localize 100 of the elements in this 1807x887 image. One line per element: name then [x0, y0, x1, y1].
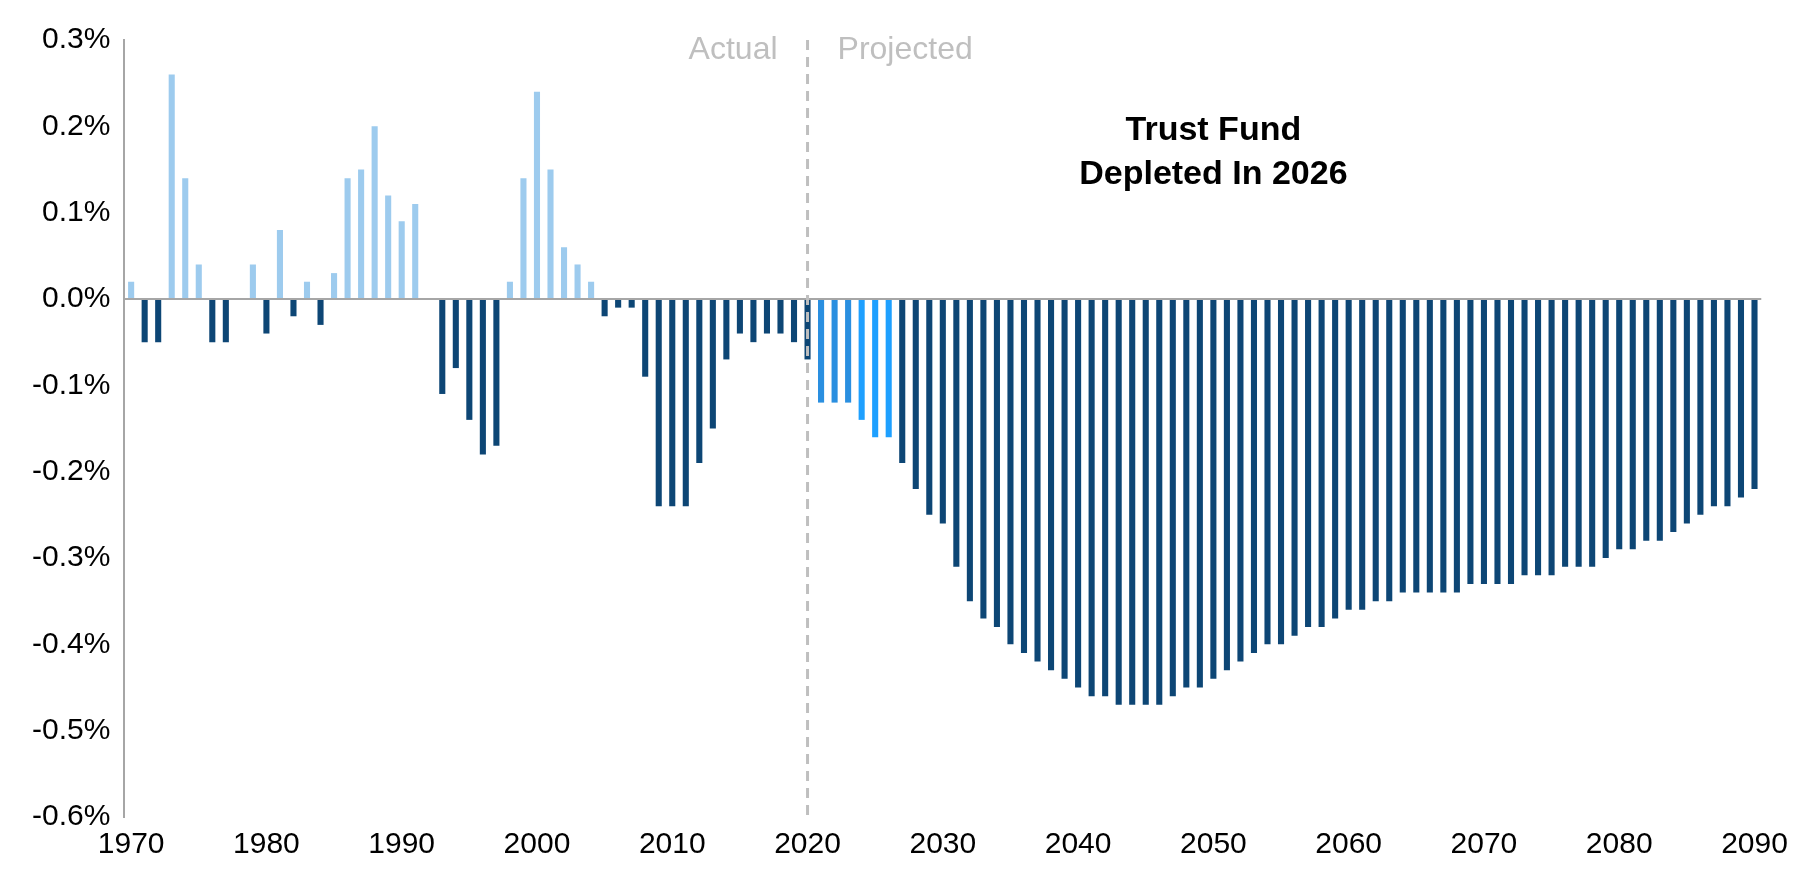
bar	[845, 299, 852, 403]
bar	[750, 299, 757, 343]
bar	[858, 299, 865, 420]
bar	[588, 281, 595, 299]
bar	[1426, 299, 1433, 593]
bar	[141, 299, 148, 343]
bar	[479, 299, 486, 455]
bar	[1075, 299, 1082, 688]
bar	[1034, 299, 1041, 662]
bar	[1386, 299, 1393, 602]
y-tick-label: 0.0%	[41, 280, 111, 314]
bar	[1751, 299, 1758, 489]
annotation: Projected	[837, 29, 973, 66]
y-tick-label: -0.5%	[31, 711, 111, 745]
bar	[209, 299, 216, 343]
bar	[1507, 299, 1515, 584]
bar	[966, 299, 973, 602]
bar	[1345, 299, 1352, 610]
bar	[899, 299, 906, 464]
bar	[1359, 299, 1366, 610]
bar	[466, 299, 473, 420]
bar	[763, 299, 770, 334]
bar	[1440, 299, 1447, 593]
x-tick-label: 2000	[503, 826, 571, 860]
x-tick-label: 2030	[909, 826, 977, 860]
bar	[344, 178, 351, 299]
bar	[1562, 299, 1569, 567]
y-tick-label: 0.1%	[41, 193, 111, 227]
bar	[1061, 299, 1068, 679]
bar	[1521, 299, 1528, 576]
bar	[1264, 299, 1271, 645]
y-tick-label: -0.2%	[31, 452, 111, 486]
bar	[1710, 299, 1717, 507]
bar	[493, 299, 500, 446]
bar	[628, 299, 635, 308]
bar	[1169, 299, 1176, 697]
x-tick-label: 2010	[638, 826, 706, 860]
bar	[1697, 299, 1704, 515]
bar	[168, 74, 175, 299]
bar	[452, 299, 459, 369]
bar	[1156, 299, 1163, 705]
bar	[263, 299, 270, 334]
bar	[993, 299, 1000, 628]
y-tick-label: -0.3%	[31, 539, 111, 573]
bar	[1210, 299, 1217, 679]
bar	[1088, 299, 1095, 697]
bar	[195, 264, 202, 299]
bar	[1318, 299, 1325, 628]
x-tick-label: 2060	[1315, 826, 1383, 860]
bar	[1115, 299, 1122, 705]
bar	[1494, 299, 1501, 584]
bar	[533, 91, 541, 299]
bar	[182, 178, 189, 299]
bar	[790, 299, 798, 343]
bar	[1589, 299, 1596, 567]
bar	[831, 299, 838, 403]
bar	[1332, 299, 1339, 619]
bar	[506, 281, 513, 299]
bar	[1548, 299, 1555, 576]
annotation: Trust Fund Depleted In 2026	[1079, 108, 1348, 191]
x-tick-label: 2050	[1180, 826, 1247, 860]
bar	[1223, 299, 1230, 671]
bar	[709, 299, 716, 429]
bar	[1399, 299, 1406, 593]
bar	[723, 299, 730, 360]
bar	[1670, 299, 1677, 533]
bar	[939, 299, 946, 524]
bar	[1467, 299, 1474, 584]
bar	[371, 126, 378, 299]
bar	[615, 299, 622, 308]
bar	[1291, 299, 1298, 636]
bar	[249, 264, 256, 299]
bar	[912, 299, 919, 489]
y-tick-label: 0.3%	[41, 21, 111, 55]
bar	[1183, 299, 1190, 688]
bar	[601, 299, 608, 317]
bar	[412, 204, 419, 299]
bar	[1602, 299, 1609, 558]
bar	[276, 229, 283, 299]
bar	[926, 299, 933, 515]
bar	[290, 299, 297, 317]
bar	[1656, 299, 1663, 541]
bar	[331, 273, 338, 299]
x-tick-label: 1980	[233, 826, 300, 860]
bar	[520, 178, 527, 299]
bar	[885, 299, 892, 438]
bar	[1535, 299, 1542, 576]
bar	[1129, 299, 1136, 705]
bar	[1048, 299, 1055, 671]
bar	[1724, 299, 1731, 507]
x-tick-label: 2080	[1585, 826, 1653, 860]
bar	[696, 299, 703, 464]
bar	[1196, 299, 1203, 688]
bar	[642, 299, 649, 377]
bar	[1575, 299, 1582, 567]
bar	[980, 299, 987, 619]
bar	[358, 169, 365, 299]
bar	[1453, 299, 1460, 593]
bar	[669, 299, 676, 507]
bar	[385, 195, 392, 299]
